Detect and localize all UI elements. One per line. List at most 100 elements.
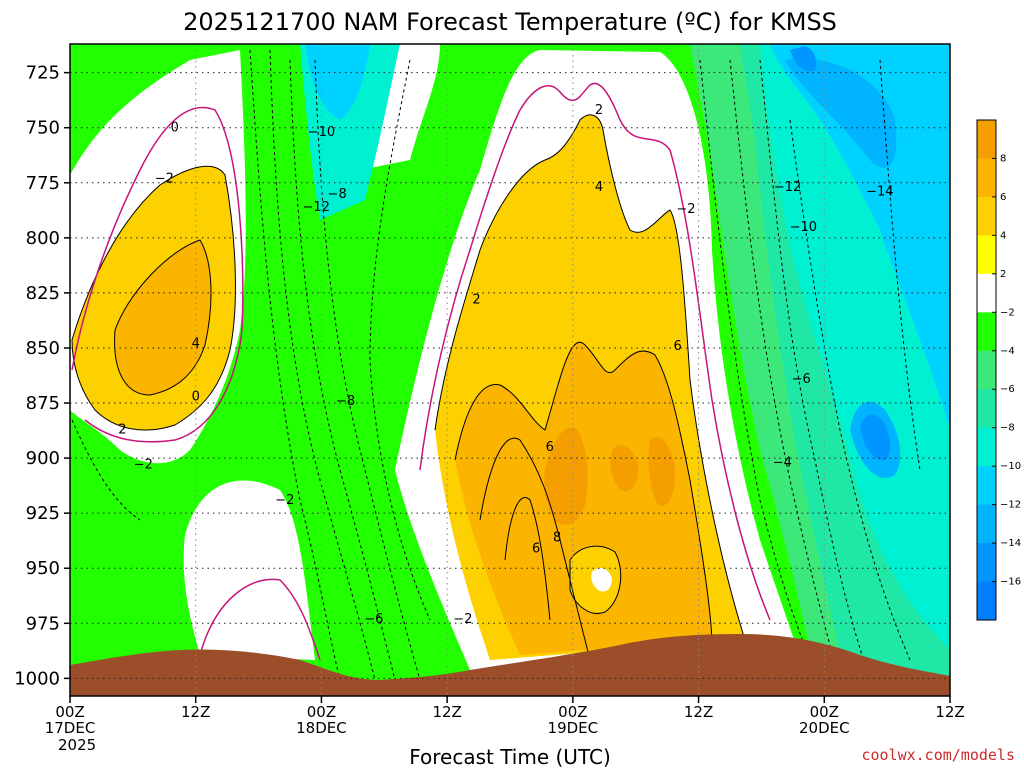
colorbar: 8 6 4 2 −2 −4 −6 −8 −10 −12 −14 −16 [976, 119, 1021, 621]
field-white-pocket [591, 568, 612, 592]
colorbar-swatch [977, 158, 996, 198]
contour-label: 2 [595, 103, 603, 118]
y-tick-label: 1000 [14, 668, 60, 689]
x-tick-label: 00Z [810, 703, 839, 721]
y-tick-label: 975 [26, 613, 60, 634]
colorbar-swatch [977, 350, 996, 390]
chart-title: 2025121700 NAM Forecast Temperature (ºC)… [183, 8, 837, 36]
colorbar-swatch [977, 427, 996, 467]
colorbar-swatch [977, 196, 996, 236]
contour-label: −10 [308, 125, 335, 140]
colorbar-label: 8 [1000, 153, 1006, 164]
contour-label: −2 [134, 458, 153, 473]
contours-negative [71, 49, 921, 681]
field-orange-center-4 [648, 436, 676, 506]
colorbar-swatch [977, 504, 996, 544]
colorbar-frame [976, 119, 997, 621]
field-orange-center-2 [544, 427, 588, 525]
contour-label: −4 [773, 456, 792, 471]
contour-label: 2 [118, 422, 126, 437]
contour-label: −2 [155, 171, 174, 186]
y-tick-label: 850 [26, 338, 60, 359]
colorbar-label: −14 [1000, 538, 1021, 549]
colorbar-label: −4 [1000, 346, 1015, 357]
grid-lines [70, 44, 950, 696]
contour-label: −6 [792, 372, 811, 387]
y-tick-label: 925 [26, 503, 60, 524]
contour-label: −12 [774, 180, 801, 195]
x-tick-date: 19DEC [548, 719, 599, 737]
contour-label: −6 [364, 612, 383, 627]
y-tick-label: 800 [26, 228, 60, 249]
field-cold-4 [770, 44, 950, 430]
y-tick-label: 950 [26, 558, 60, 579]
y-tick-label: 775 [26, 173, 60, 194]
contour-label: −8 [328, 187, 347, 202]
x-tick-label: 12Z [935, 703, 964, 721]
contour-label: 6 [546, 440, 554, 455]
field-cold-8 [790, 46, 817, 72]
contour-label: −2 [676, 202, 695, 217]
contour-label: 8 [553, 530, 561, 545]
x-tick-date: 18DEC [296, 719, 347, 737]
terrain-surface [70, 634, 950, 696]
colorbar-label: −16 [1000, 577, 1021, 588]
contours-positive [71, 114, 746, 661]
x-tick-label: 12Z [684, 703, 713, 721]
contour-label: 4 [595, 180, 603, 195]
contours-zero [71, 82, 771, 661]
contour-label: −2 [453, 612, 472, 627]
y-tick-label: 900 [26, 448, 60, 469]
colorbar-label: −12 [1000, 500, 1021, 511]
field-cold-top-2 [305, 44, 370, 120]
y-tick-label: 825 [26, 283, 60, 304]
x-tick-label: 12Z [432, 703, 461, 721]
contour-label: 0 [171, 121, 179, 136]
y-tick-label: 725 [26, 63, 60, 84]
colorbar-swatch [977, 466, 996, 506]
field-cold-5 [785, 58, 897, 168]
contour-label: −14 [866, 185, 893, 200]
x-tick-label: 00Z [55, 703, 84, 721]
credit-text: coolwx.com/models [861, 746, 1015, 764]
contour-label: 2 [472, 293, 480, 308]
colorbar-swatch [977, 389, 996, 429]
colorbar-label: −10 [1000, 461, 1021, 472]
colorbar-swatch [977, 273, 996, 313]
x-tick-label: 00Z [307, 703, 336, 721]
x-tick-label: 12Z [181, 703, 210, 721]
colorbar-label: 4 [1000, 230, 1006, 241]
contour-label: −2 [275, 493, 294, 508]
colorbar-swatch [977, 120, 996, 159]
contour-label: −8 [336, 394, 355, 409]
x-tick-date: 17DEC [45, 719, 96, 737]
colorbar-label: −8 [1000, 423, 1015, 434]
colorbar-label: −2 [1000, 307, 1015, 318]
field-orange-left [114, 240, 212, 395]
colorbar-label: 2 [1000, 269, 1006, 280]
x-tick-label: 00Z [558, 703, 587, 721]
plot-frame [69, 43, 951, 697]
colorbar-swatch [977, 543, 996, 583]
contour-label: 6 [673, 339, 681, 354]
x-tick-date: 20DEC [799, 719, 850, 737]
colorbar-swatch [977, 312, 996, 352]
contour-label: −12 [302, 200, 329, 215]
y-axis: 725 750 775 800 825 850 875 900 925 950 975 1000 [14, 63, 70, 689]
field-orange-center-3 [610, 445, 639, 492]
y-tick-label: 750 [26, 118, 60, 139]
x-axis-label: Forecast Time (UTC) [409, 745, 611, 768]
x-tick-year: 2025 [58, 736, 96, 754]
contour-label: 6 [532, 541, 540, 556]
contour-label: 0 [192, 389, 200, 404]
contour-label: 4 [192, 337, 200, 352]
colorbar-swatch [977, 235, 996, 275]
colorbar-label: 6 [1000, 192, 1006, 203]
colorbar-label: −6 [1000, 384, 1015, 395]
y-tick-label: 875 [26, 393, 60, 414]
temperature-field [70, 44, 950, 696]
field-cold-7 [860, 414, 891, 461]
